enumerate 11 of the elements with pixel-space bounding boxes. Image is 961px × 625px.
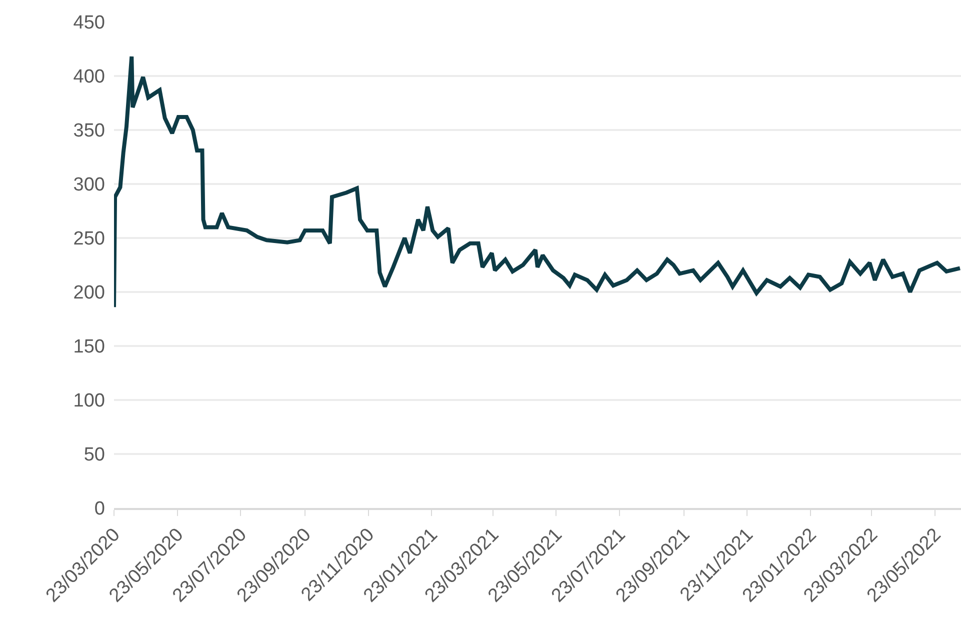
y-tick-label: 350 xyxy=(73,120,105,142)
y-tick-label: 0 xyxy=(94,498,105,520)
y-tick-label: 300 xyxy=(73,174,105,196)
y-tick-label: 200 xyxy=(73,282,105,304)
y-tick-label: 250 xyxy=(73,228,105,250)
y-tick-label: 100 xyxy=(73,390,105,412)
y-tick-label: 450 xyxy=(73,12,105,34)
y-tick-label: 400 xyxy=(73,66,105,88)
y-tick-label: 50 xyxy=(84,444,105,466)
line-series xyxy=(114,54,961,310)
y-tick-label: 150 xyxy=(73,336,105,358)
